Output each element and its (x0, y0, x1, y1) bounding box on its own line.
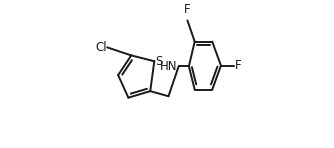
Text: HN: HN (160, 60, 177, 73)
Text: Cl: Cl (96, 41, 107, 54)
Text: F: F (184, 3, 191, 16)
Text: S: S (156, 55, 163, 68)
Text: F: F (235, 59, 241, 72)
